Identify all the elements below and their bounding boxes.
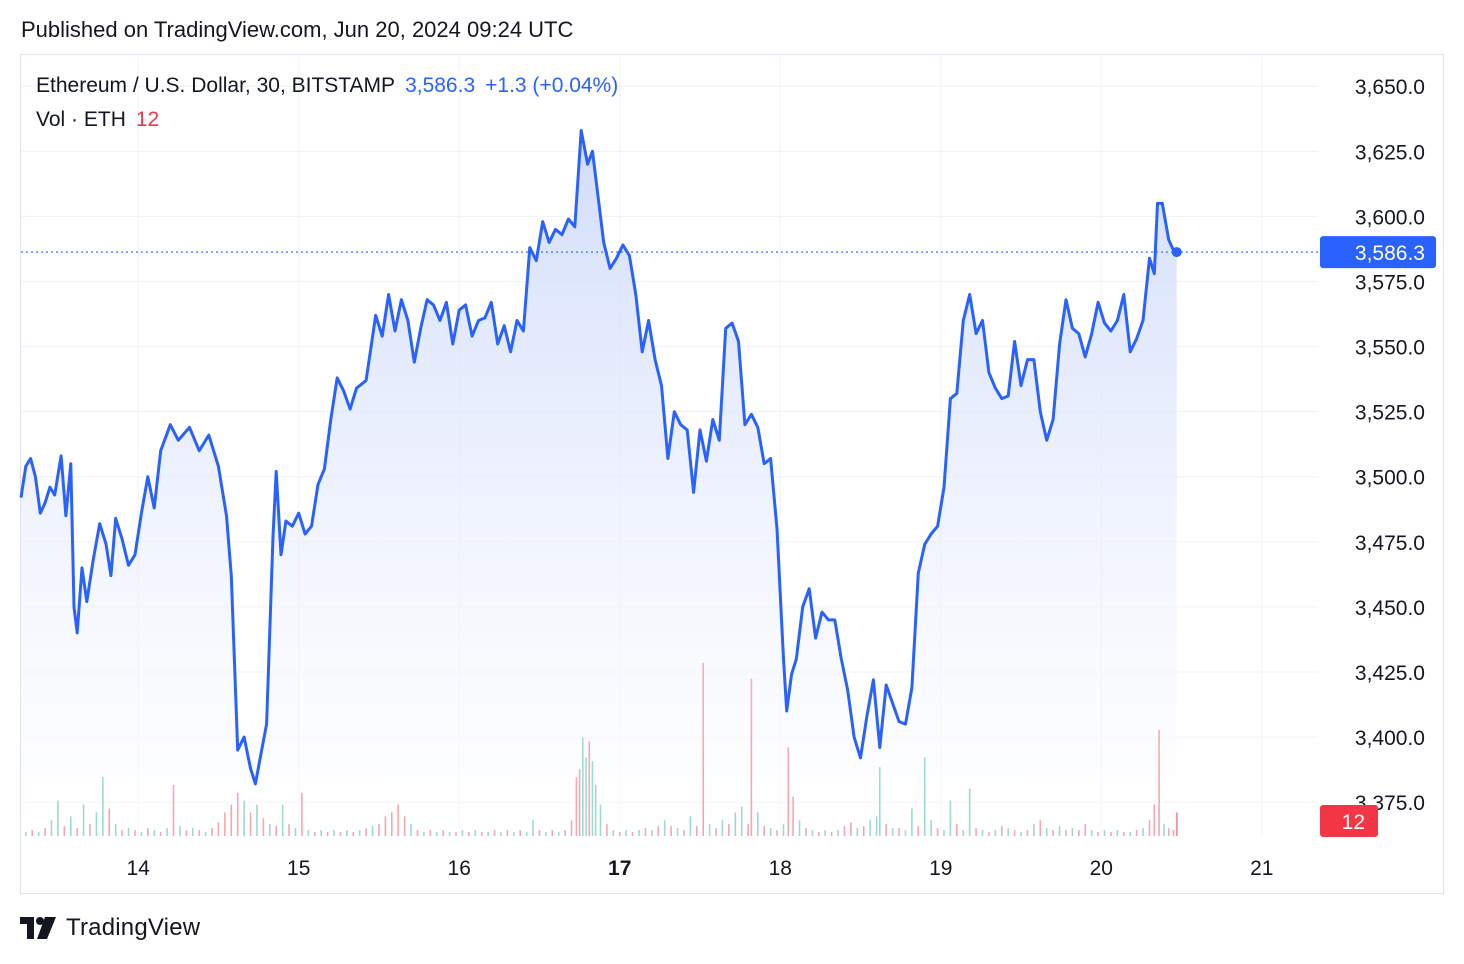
legend-change: +1.3 (+0.04%)	[485, 74, 619, 97]
x-tick-label: 14	[126, 857, 150, 880]
legend-price: 3,586.3	[405, 74, 476, 97]
x-axis[interactable]: 14 15 16 17 18 19 20 21	[126, 857, 1273, 880]
y-tick-label: 3,650.0	[1355, 76, 1425, 99]
y-tick-label: 3,500.0	[1355, 467, 1425, 490]
price-badge: 3,586.3	[1320, 236, 1436, 269]
volume-label[interactable]: Vol · ETH	[36, 108, 126, 131]
volume-badge: 12	[1320, 805, 1378, 837]
y-tick-label: 3,425.0	[1355, 662, 1425, 685]
price-line	[19, 129, 1178, 786]
x-tick-label: 16	[448, 857, 471, 880]
symbol-label[interactable]: Ethereum / U.S. Dollar, 30, BITSTAMP	[36, 74, 396, 97]
y-tick-label: 3,525.0	[1355, 402, 1425, 425]
volume-value: 12	[135, 108, 160, 131]
x-tick-label: 21	[1250, 857, 1273, 880]
price-area	[21, 130, 1177, 836]
x-tick-label: 17	[608, 857, 631, 880]
chart-legend: Ethereum / U.S. Dollar, 30, BITSTAMP 3,58…	[36, 72, 618, 140]
y-tick-label: 3,450.0	[1355, 597, 1425, 620]
x-tick-label: 20	[1090, 857, 1113, 880]
chart-frame	[20, 54, 1444, 894]
y-tick-label: 3,575.0	[1355, 271, 1425, 294]
y-tick-label: 3,400.0	[1355, 727, 1425, 750]
y-tick-label: 3,475.0	[1355, 532, 1425, 555]
x-tick-label: 19	[929, 857, 952, 880]
volume-badge-label: 12	[1342, 811, 1365, 834]
volume-bar	[1175, 812, 1178, 836]
last-price-marker	[1171, 247, 1182, 258]
y-tick-label: 3,550.0	[1355, 337, 1425, 360]
y-tick-label: 3,625.0	[1355, 141, 1425, 164]
tradingview-brand: TradingView	[66, 914, 201, 941]
x-tick-label: 18	[769, 857, 792, 880]
tradingview-logo[interactable]: TradingView	[20, 914, 200, 942]
y-tick-label: 3,600.0	[1355, 206, 1425, 229]
published-header: Published on TradingView.com, Jun 20, 20…	[21, 17, 574, 42]
price-badge-label: 3,586.3	[1355, 242, 1425, 265]
y-axis[interactable]: 3,375.03,400.03,425.03,450.03,475.03,500…	[1355, 76, 1425, 815]
x-tick-label: 15	[287, 857, 310, 880]
tradingview-logo-icon	[20, 917, 56, 939]
